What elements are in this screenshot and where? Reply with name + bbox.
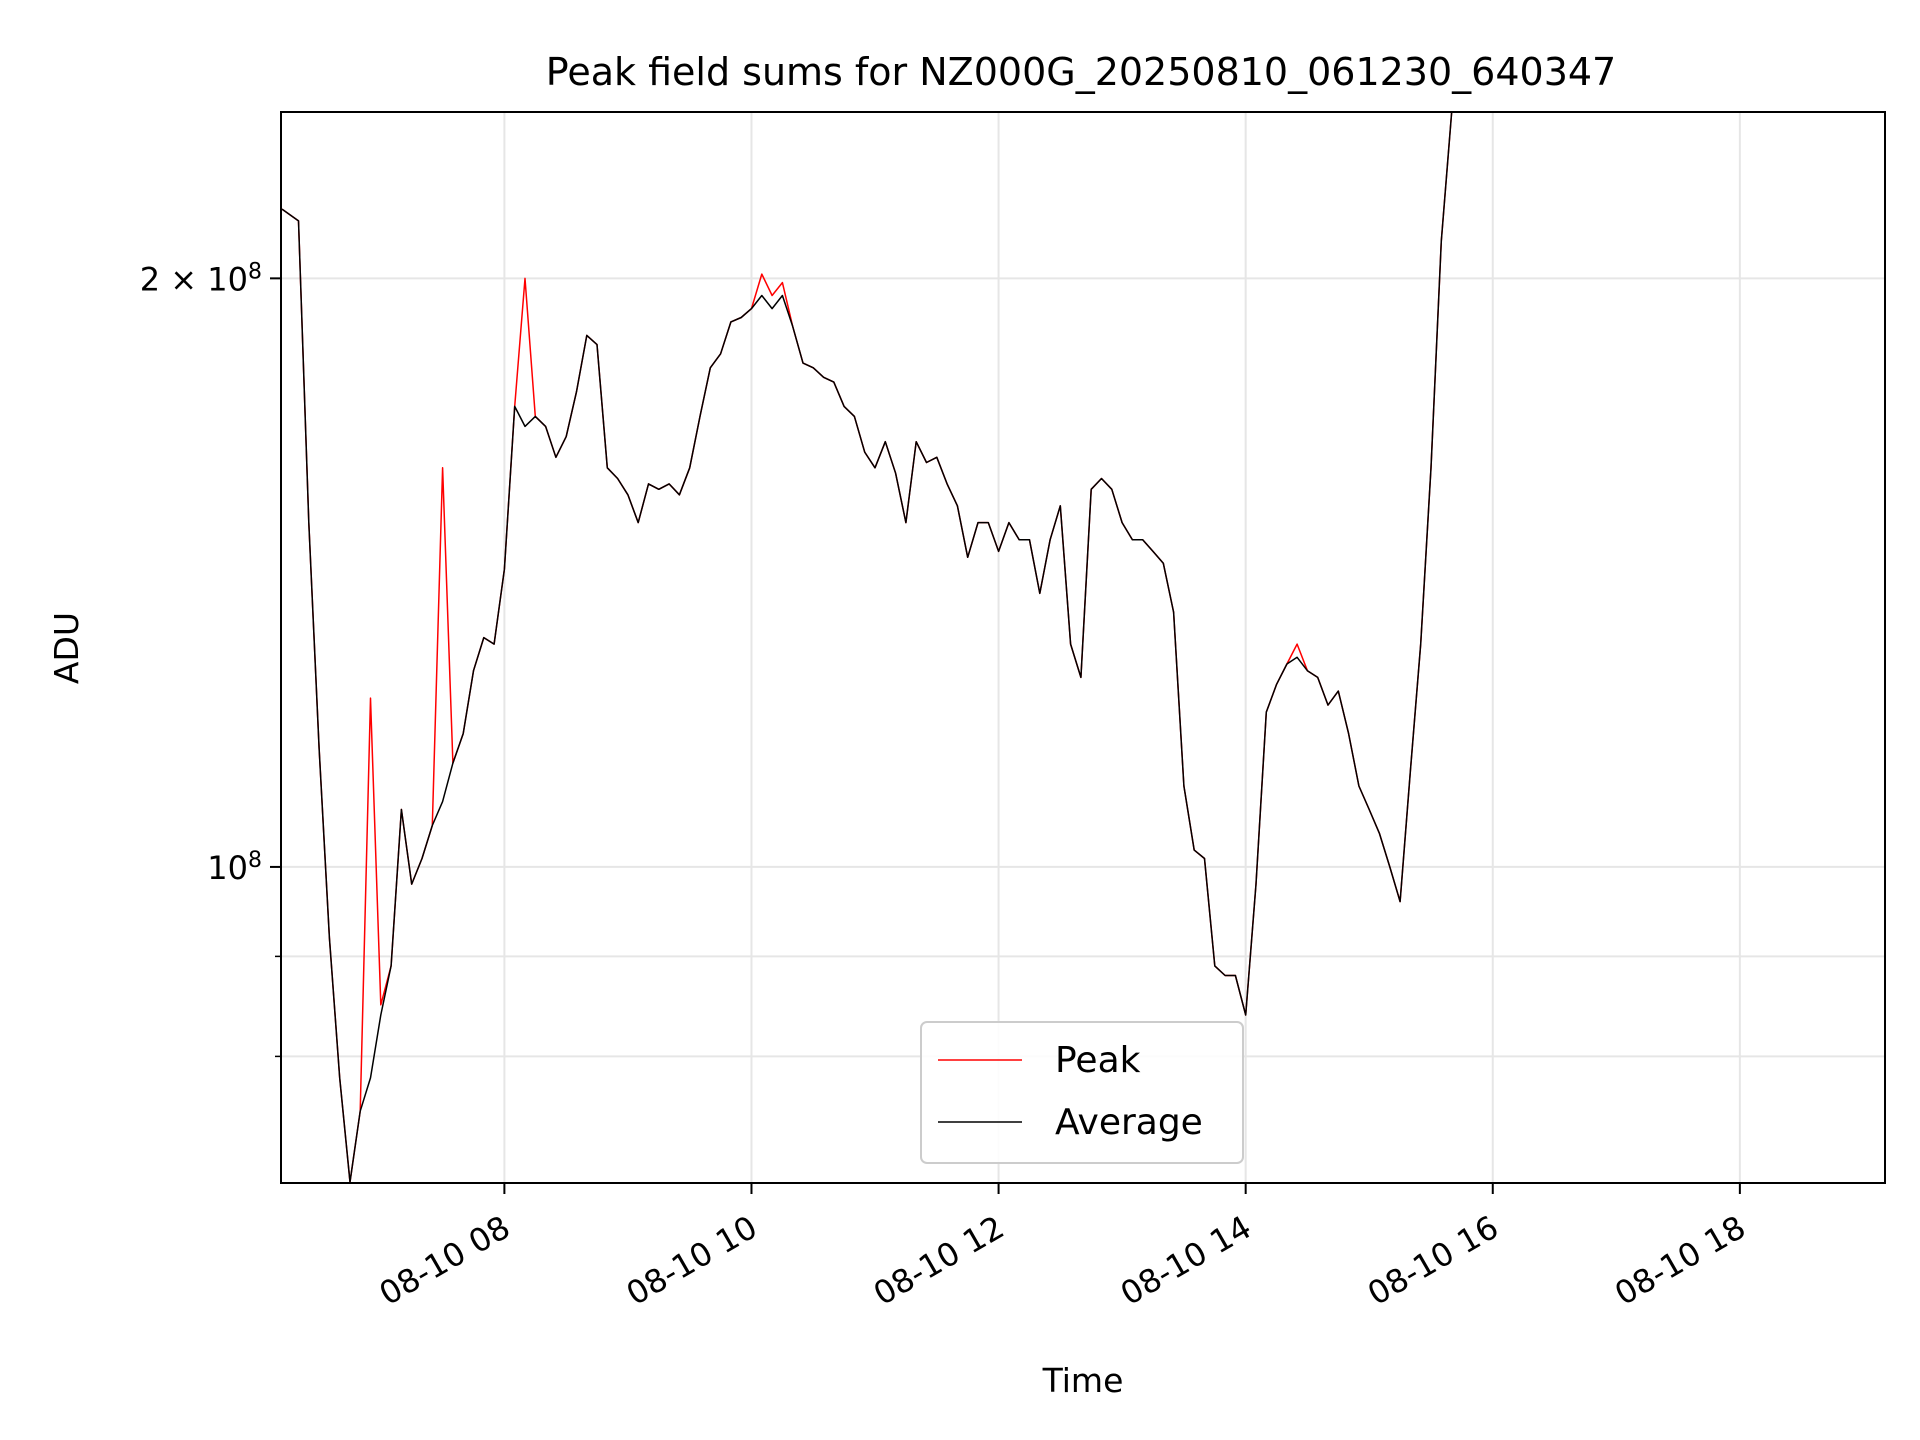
legend: Peak Average — [920, 1021, 1244, 1164]
y-axis-label: ADU — [47, 612, 86, 684]
legend-box — [920, 1021, 1244, 1164]
plot-area — [281, 112, 1453, 1183]
y-tick-label: 2 × 108 — [140, 259, 262, 299]
series-line-average — [281, 112, 1453, 1183]
legend-average-label: Average — [1055, 1102, 1203, 1143]
x-axis-label: Time — [1042, 1361, 1124, 1400]
chart-title: Peak field sums for NZ000G_20250810_0612… — [546, 50, 1616, 94]
axes-frame — [280, 111, 1886, 1184]
legend-peak-label: Peak — [1055, 1040, 1141, 1081]
y-tick-label: 108 — [207, 847, 262, 887]
